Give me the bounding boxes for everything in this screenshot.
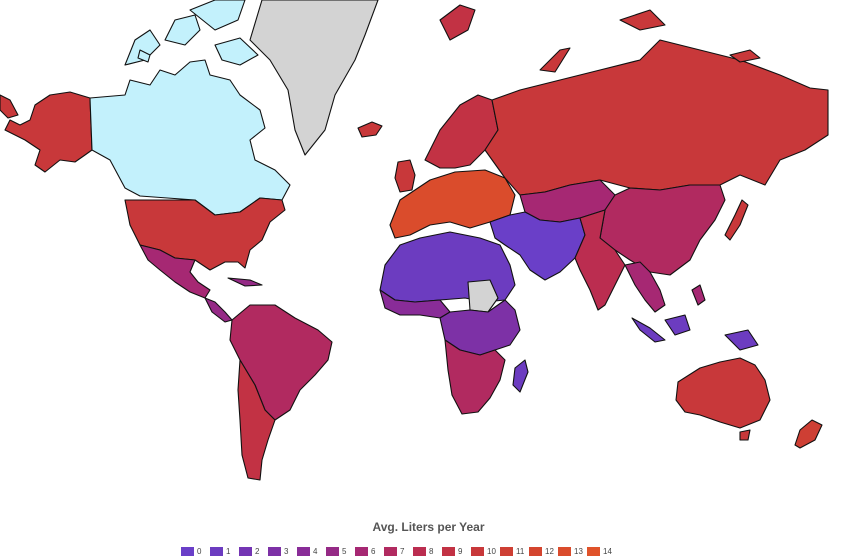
legend-label: 4 <box>313 546 318 556</box>
legend-item-3: 3 <box>268 546 297 556</box>
region-canada-arctic-1[interactable] <box>124 29 161 66</box>
region-central-america[interactable] <box>204 297 233 323</box>
legend-item-4: 4 <box>297 546 326 556</box>
legend-label: 11 <box>516 546 525 556</box>
legend-item-14: 14 <box>587 546 616 556</box>
region-chile-argentina[interactable] <box>237 359 276 481</box>
legend-label: 14 <box>603 546 612 556</box>
region-mexico[interactable] <box>139 244 211 299</box>
legend-item-13: 13 <box>558 546 587 556</box>
region-russia-islands-3[interactable] <box>729 49 761 63</box>
legend-item-0: 0 <box>181 546 210 556</box>
region-new-zealand[interactable] <box>794 419 823 449</box>
region-caribbean[interactable] <box>227 277 263 287</box>
legend-swatch <box>529 546 542 556</box>
legend-item-2: 2 <box>239 546 268 556</box>
legend-label: 1 <box>226 546 231 556</box>
region-iceland[interactable] <box>357 121 383 138</box>
region-russia-islands-2[interactable] <box>619 9 666 31</box>
legend-label: 12 <box>545 546 554 556</box>
legend-label: 5 <box>342 546 347 556</box>
legend-item-9: 9 <box>442 546 471 556</box>
region-sudan[interactable] <box>467 279 499 313</box>
legend-label: 8 <box>429 546 434 556</box>
legend-swatch <box>239 546 252 556</box>
legend-swatch <box>181 546 194 556</box>
legend-item-11: 11 <box>500 546 529 556</box>
region-philippines[interactable] <box>691 284 706 306</box>
region-japan[interactable] <box>724 199 749 241</box>
legend-swatch <box>326 546 339 556</box>
region-southern-africa[interactable] <box>444 339 506 415</box>
region-indonesia-2[interactable] <box>664 314 691 336</box>
world-choropleth-map <box>0 0 829 481</box>
legend-swatch <box>587 546 600 556</box>
region-indonesia[interactable] <box>631 317 666 343</box>
region-canada-arctic-5[interactable] <box>137 49 151 63</box>
region-svalbard[interactable] <box>439 4 476 41</box>
legend-item-1: 1 <box>210 546 239 556</box>
region-canada-arctic-3[interactable] <box>189 0 246 31</box>
legend-swatch <box>384 546 397 556</box>
legend-swatch <box>500 546 513 556</box>
region-india[interactable] <box>574 209 626 311</box>
legend-item-5: 5 <box>326 546 355 556</box>
region-indonesia-3[interactable] <box>724 329 759 351</box>
region-australia[interactable] <box>675 357 771 429</box>
legend-item-7: 7 <box>384 546 413 556</box>
region-alaska-west[interactable] <box>0 94 19 119</box>
legend-swatch <box>297 546 310 556</box>
legend-label: 3 <box>284 546 289 556</box>
legend-item-6: 6 <box>355 546 384 556</box>
region-china[interactable] <box>599 184 726 276</box>
legend-label: 10 <box>487 546 496 556</box>
region-russia[interactable] <box>484 39 829 196</box>
legend-item-12: 12 <box>529 546 558 556</box>
legend-swatch <box>210 546 223 556</box>
region-tasmania[interactable] <box>739 429 751 441</box>
region-canada-arctic-2[interactable] <box>164 14 201 46</box>
legend-label: 6 <box>371 546 376 556</box>
legend-label: 7 <box>400 546 405 556</box>
legend-title: Avg. Liters per Year <box>372 520 485 534</box>
legend-label: 2 <box>255 546 260 556</box>
legend-swatch <box>558 546 571 556</box>
region-canada-arctic-4[interactable] <box>214 37 259 66</box>
legend-item-8: 8 <box>413 546 442 556</box>
legend-swatch <box>442 546 455 556</box>
legend-item-10: 10 <box>471 546 500 556</box>
legend-swatch <box>471 546 484 556</box>
region-russia-islands-1[interactable] <box>539 47 571 73</box>
legend-label: 13 <box>574 546 583 556</box>
region-greenland[interactable] <box>249 0 379 156</box>
region-southeast-asia[interactable] <box>624 261 666 313</box>
region-madagascar[interactable] <box>512 359 529 393</box>
legend-swatch <box>268 546 281 556</box>
region-scandinavia[interactable] <box>424 94 499 169</box>
legend-label: 9 <box>458 546 463 556</box>
region-europe-west[interactable] <box>389 169 516 239</box>
legend-swatch <box>355 546 368 556</box>
region-alaska[interactable] <box>4 91 93 173</box>
region-canada[interactable] <box>89 59 291 216</box>
region-uk-ireland[interactable] <box>394 159 416 193</box>
legend-label: 0 <box>197 546 202 556</box>
legend: 0 1 2 3 4 5 6 7 8 9 10 11 12 13 14 <box>181 546 616 556</box>
legend-swatch <box>413 546 426 556</box>
